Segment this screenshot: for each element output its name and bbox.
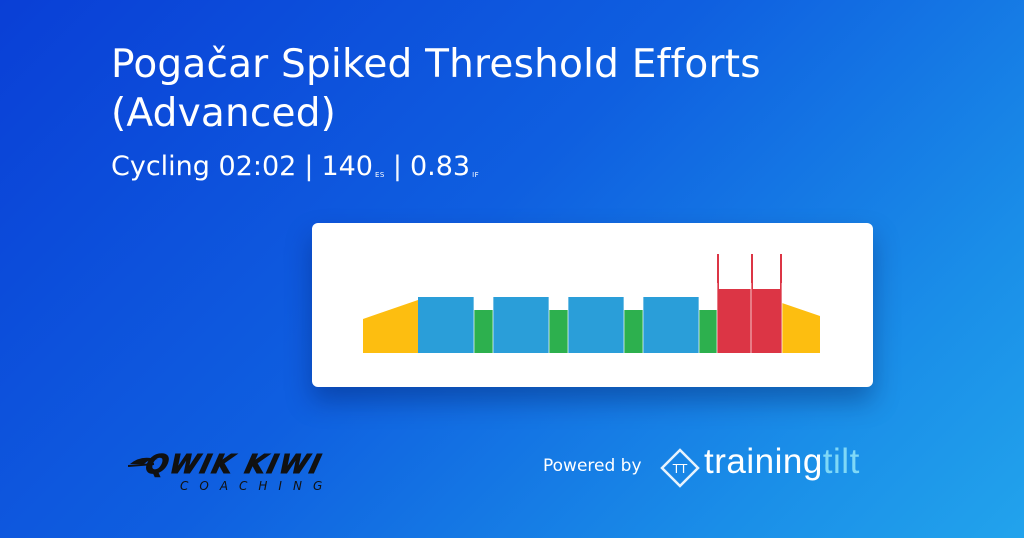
if-unit: IF bbox=[472, 171, 480, 179]
segment-divider bbox=[642, 283, 644, 353]
sport-label: Cycling bbox=[111, 151, 210, 182]
profile-segment-threshold bbox=[418, 297, 474, 353]
profile-spike bbox=[780, 254, 782, 353]
segment-divider bbox=[716, 283, 718, 353]
coach-brand-name: QWIK KIWI bbox=[142, 450, 326, 481]
profile-segment-vo2 bbox=[751, 289, 782, 353]
profile-spike bbox=[717, 254, 719, 353]
profile-segment-warmup bbox=[782, 303, 820, 353]
segment-divider bbox=[781, 283, 783, 353]
segment-divider bbox=[623, 283, 625, 353]
workout-summary: Cycling 02:02 | 140 ES | 0.83 IF bbox=[111, 150, 479, 192]
kiwi-bird-icon bbox=[128, 457, 158, 467]
coach-brand-sub: COACHING bbox=[180, 479, 334, 493]
es-unit: ES bbox=[375, 171, 385, 179]
tt-badge-text: TT bbox=[672, 462, 688, 476]
profile-spike bbox=[751, 254, 753, 353]
workout-profile-card bbox=[312, 223, 873, 387]
segment-divider bbox=[750, 283, 752, 353]
segment-divider bbox=[567, 283, 569, 353]
segment-divider bbox=[698, 283, 700, 353]
profile-segment-threshold bbox=[568, 297, 624, 353]
trainingtilt-wordmark: trainingtilt bbox=[704, 442, 860, 482]
trainingtilt-diamond-icon: TT bbox=[660, 448, 700, 488]
profile-segment-threshold bbox=[643, 297, 699, 353]
profile-segment-recovery bbox=[624, 310, 643, 353]
segment-divider bbox=[548, 283, 550, 353]
profile-segment-recovery bbox=[549, 310, 568, 353]
profile-segment-recovery bbox=[699, 310, 717, 353]
workout-title: Pogačar Spiked Threshold Efforts (Advanc… bbox=[111, 42, 761, 136]
if-value: 0.83 bbox=[409, 151, 471, 182]
segment-divider bbox=[492, 283, 494, 353]
segment-divider bbox=[473, 283, 475, 353]
profile-segment-vo2 bbox=[717, 289, 751, 353]
brand-accent: tilt bbox=[822, 442, 860, 481]
powered-by-label: Powered by bbox=[543, 456, 642, 476]
brand-main: training bbox=[704, 442, 823, 481]
duration-value: 02:02 bbox=[218, 151, 297, 182]
separator: | bbox=[304, 151, 314, 182]
profile-segment-warmup bbox=[363, 300, 418, 353]
qwik-kiwi-logo: QWIK KIWI COACHING bbox=[128, 450, 398, 496]
workout-profile-chart bbox=[363, 254, 820, 353]
separator: | bbox=[392, 151, 402, 182]
profile-segment-recovery bbox=[474, 310, 493, 353]
profile-segment-threshold bbox=[493, 297, 549, 353]
es-value: 140 bbox=[321, 151, 373, 182]
